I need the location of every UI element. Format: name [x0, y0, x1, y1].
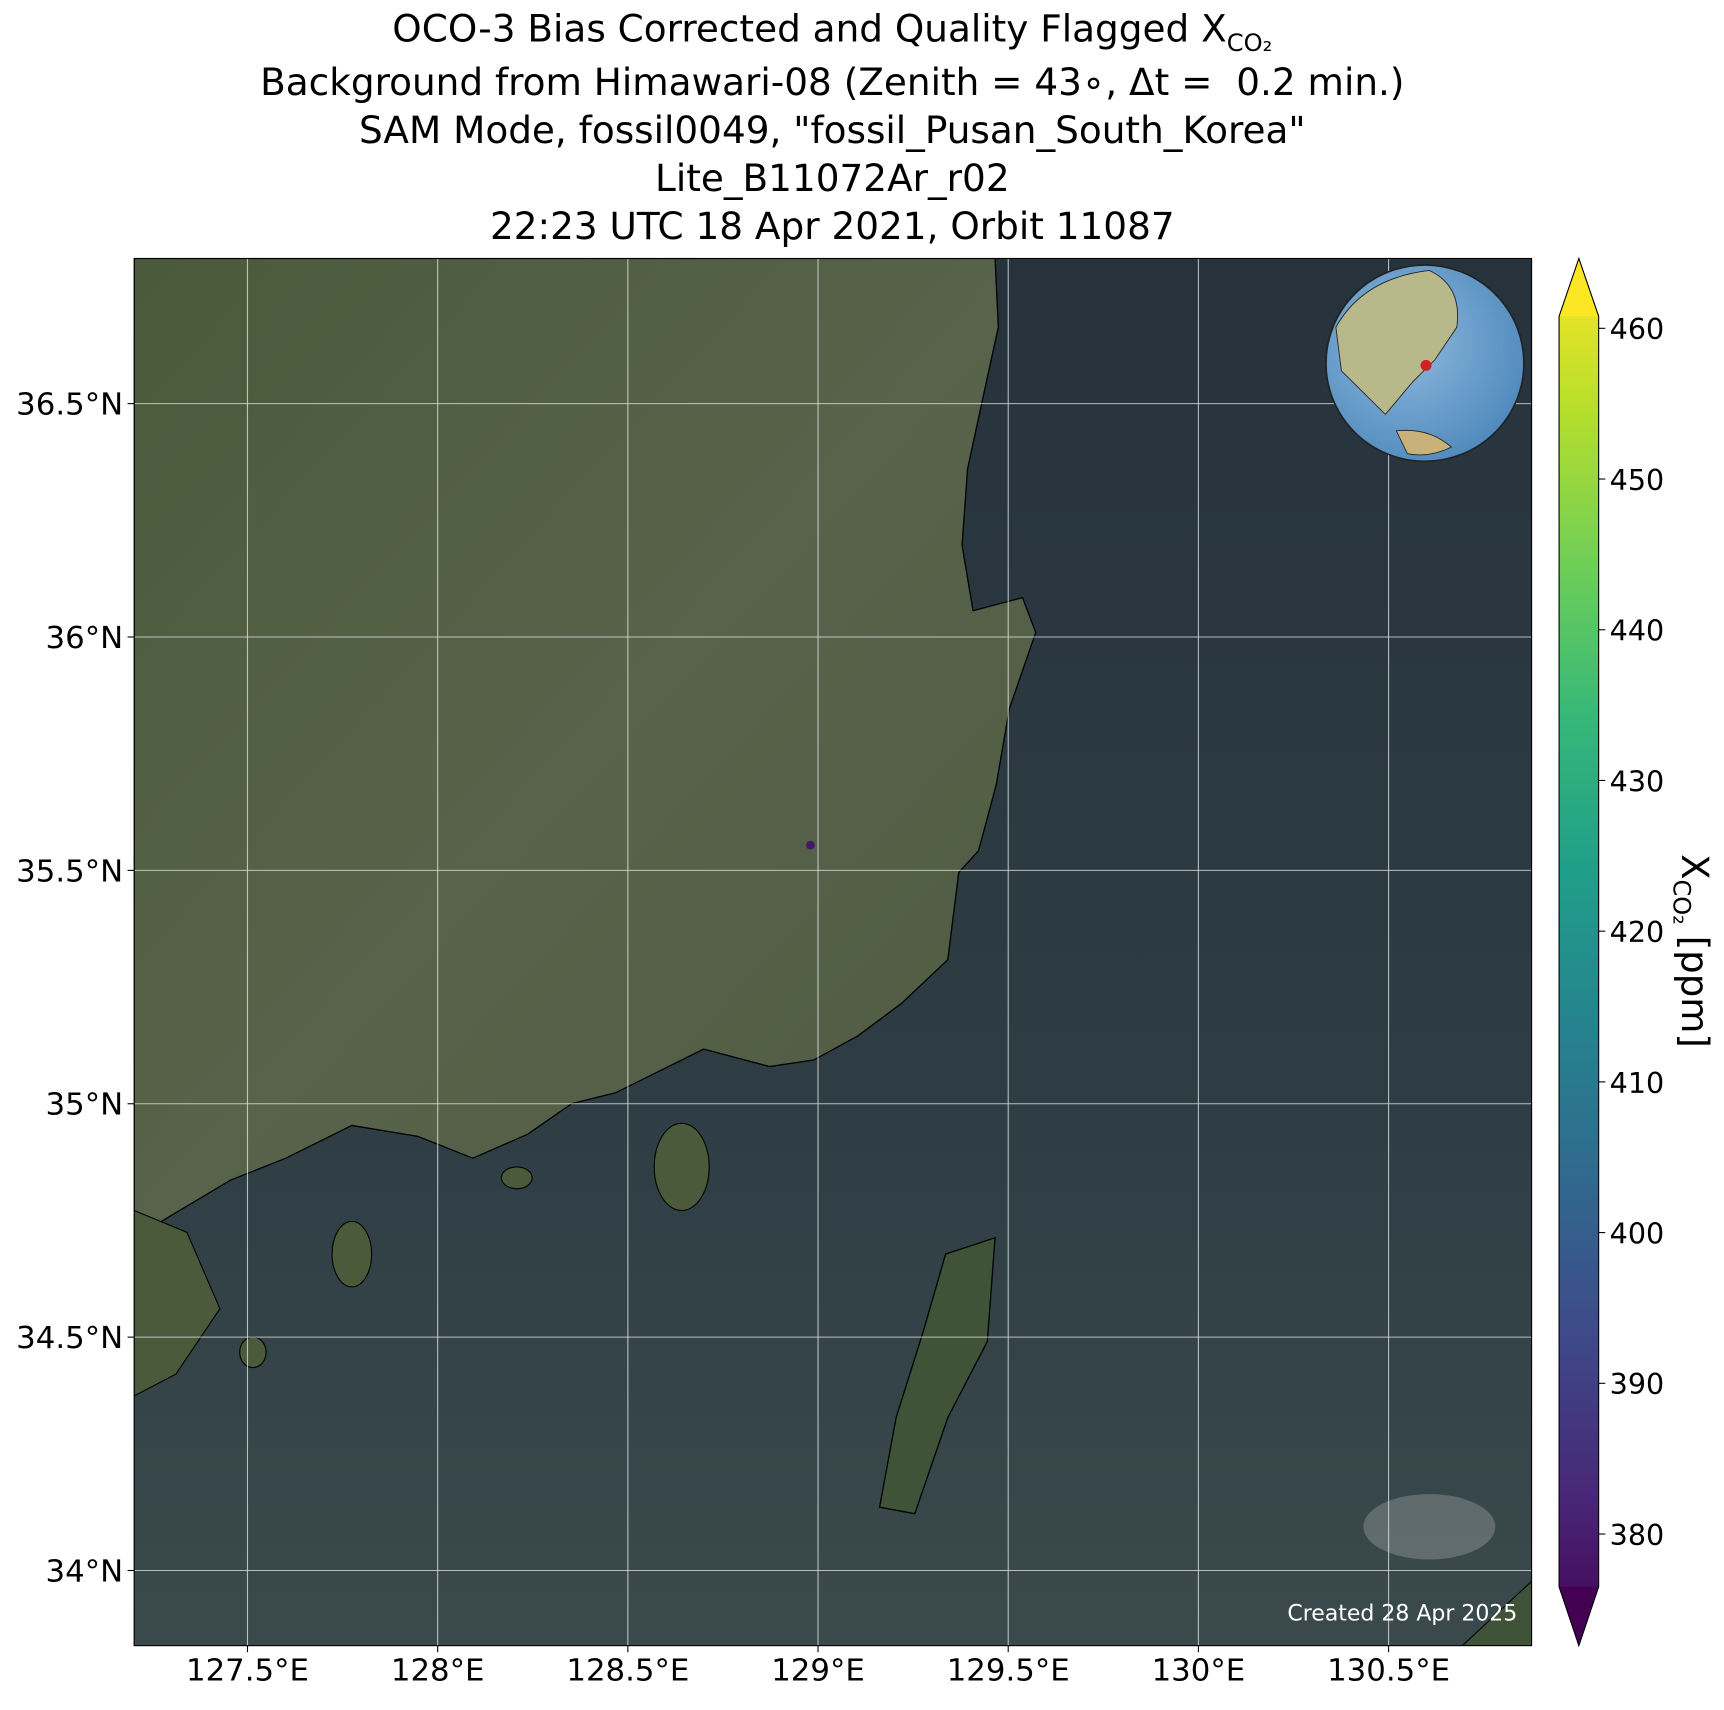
- colorbar: 380 390 400 410 420 430 440 450 460 XCO₂ [ppm]: [1558, 256, 1717, 1648]
- inset-globe: [1325, 264, 1525, 463]
- colorbar-tick-label: 440: [1610, 615, 1665, 648]
- map-frame: [133, 257, 1533, 1647]
- y-tick-label: 35°N: [46, 1088, 124, 1123]
- colorbar-body: [1559, 258, 1599, 1646]
- data-layer: [806, 840, 815, 850]
- grid: [134, 258, 1532, 1646]
- y-tick-label: 34.5°N: [16, 1321, 123, 1356]
- x-tick-label: 130.5°E: [1327, 1654, 1450, 1689]
- annotation: Created 28 Apr 2025: [1287, 1602, 1517, 1627]
- chart-title-main: OCO-3 Bias Corrected and Quality Flagged…: [392, 7, 1226, 51]
- y-tick-label: 35.5°N: [16, 854, 123, 889]
- colorbar-bottom-extend: [1559, 1586, 1599, 1646]
- colorbar-label: XCO₂ [ppm]: [1667, 854, 1717, 1048]
- colorbar-tick-label: 450: [1610, 464, 1665, 497]
- sounding: [806, 840, 815, 850]
- x-tick-label: 129°E: [771, 1654, 865, 1689]
- title-block: OCO-3 Bias Corrected and Quality Flagged…: [260, 7, 1404, 248]
- y-tick-label: 36.5°N: [16, 388, 123, 423]
- colorbar-top-extend: [1559, 258, 1599, 317]
- colorbar-outline: [1558, 256, 1600, 1648]
- colorbar-tick-label: 390: [1610, 1368, 1665, 1401]
- colorbar-label-unit: [ppm]: [1673, 936, 1717, 1048]
- x-tick-label: 130°E: [1152, 1654, 1246, 1689]
- chart-subtitle: Lite_B11072Ar_r02: [655, 156, 1010, 200]
- colorbar-tick-label: 400: [1610, 1218, 1665, 1251]
- chart-subtitle: 22:23 UTC 18 Apr 2021, Orbit 11087: [490, 204, 1175, 248]
- x-tick-label: 128°E: [391, 1654, 485, 1689]
- y-tick-label: 36°N: [46, 621, 124, 656]
- colorbar-label-sub: CO₂: [1667, 880, 1695, 925]
- x-tick-label: 129.5°E: [947, 1654, 1070, 1689]
- chart-title-sub: CO₂: [1227, 29, 1273, 57]
- colorbar-tick-label: 430: [1610, 765, 1665, 798]
- colorbar-tick-label: 410: [1610, 1067, 1665, 1100]
- x-tick-label: 128.5°E: [566, 1654, 689, 1689]
- colorbar-tick-label: 420: [1610, 916, 1665, 949]
- y-tick-label: 34°N: [46, 1555, 124, 1590]
- chart-title: OCO-3 Bias Corrected and Quality Flagged…: [392, 7, 1272, 58]
- colorbar-label-symbol: X: [1673, 854, 1717, 879]
- colorbar-tick-label: 380: [1610, 1519, 1665, 1552]
- map-background: [134, 258, 1532, 1646]
- chart-subtitle: Background from Himawari-08 (Zenith = 43…: [260, 60, 1404, 104]
- chart-subtitle: SAM Mode, fossil0049, "fossil_Pusan_Sout…: [359, 108, 1306, 152]
- colorbar-tick-label: 460: [1610, 313, 1665, 346]
- x-tick-label: 127.5°E: [186, 1654, 309, 1689]
